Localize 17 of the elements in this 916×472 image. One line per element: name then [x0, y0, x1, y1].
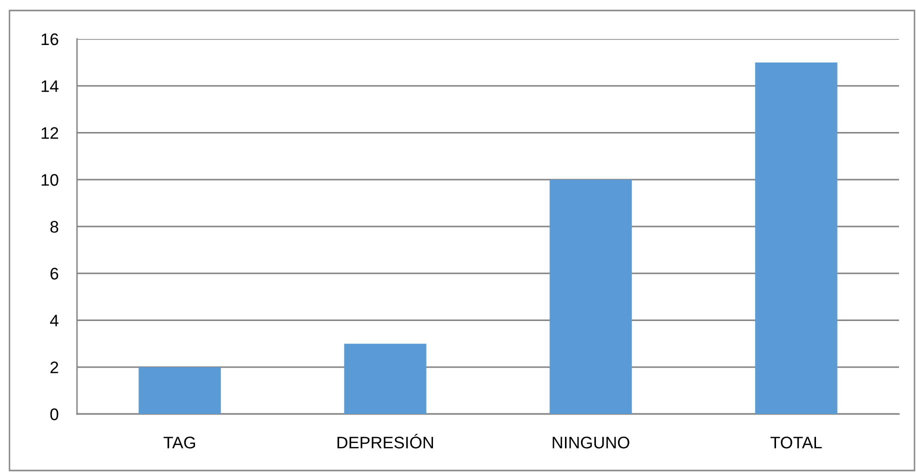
bar: [755, 62, 838, 414]
y-tick-label: 0: [50, 408, 58, 420]
bar: [138, 367, 221, 414]
x-tick-label: NINGUNO: [552, 436, 630, 448]
x-tick-label: TAG: [164, 436, 196, 448]
bar: [550, 180, 632, 414]
y-tick-label: 4: [50, 314, 58, 326]
bar: [344, 344, 426, 414]
y-tick-label: 8: [50, 220, 58, 233]
x-tick-label: DEPRESIÓN: [338, 434, 433, 448]
y-tick-label: 2: [50, 362, 58, 374]
y-tick-label: 10: [42, 174, 58, 186]
x-tick-label: TOTAL: [770, 436, 822, 448]
y-tick-label: 16: [42, 33, 58, 46]
y-tick-label: 12: [42, 127, 58, 139]
y-tick-label: 6: [50, 268, 58, 280]
y-tick-label: 14: [42, 80, 58, 92]
